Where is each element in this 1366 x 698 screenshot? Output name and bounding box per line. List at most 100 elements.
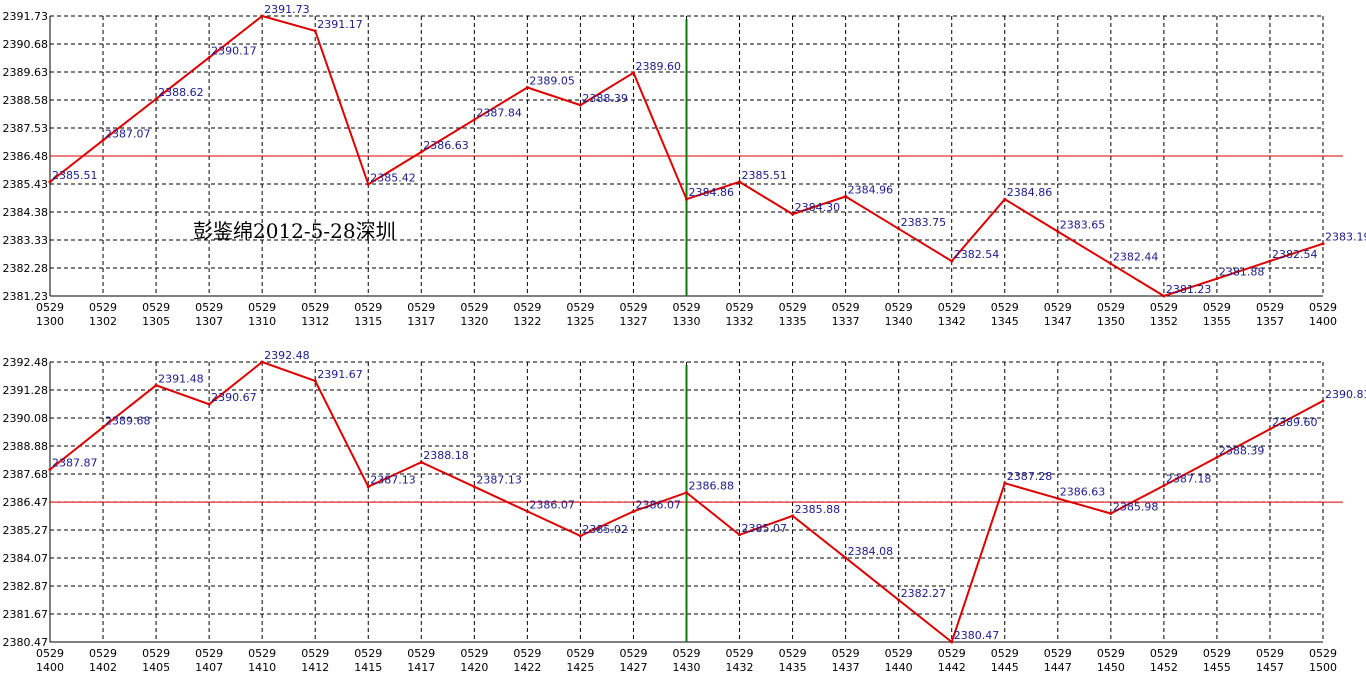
x-tick-label-date: 0529 xyxy=(1203,301,1231,314)
x-tick-label-date: 0529 xyxy=(1256,301,1284,314)
x-tick-label-time: 1500 xyxy=(1309,661,1337,674)
data-label: 2382.27 xyxy=(901,587,947,600)
chart-panel-bottom: 2380.472381.672382.872384.072385.272386.… xyxy=(3,349,1366,674)
x-tick-label-time: 1332 xyxy=(726,315,754,328)
data-label: 2385.88 xyxy=(795,503,841,516)
x-tick-label-date: 0529 xyxy=(1097,647,1125,660)
x-tick-label-date: 0529 xyxy=(726,647,754,660)
x-tick-label-date: 0529 xyxy=(407,647,435,660)
data-label: 2387.87 xyxy=(52,456,98,469)
x-tick-label-date: 0529 xyxy=(1309,647,1337,660)
data-label: 2387.28 xyxy=(1007,470,1053,483)
y-tick-label: 2390.68 xyxy=(3,38,49,51)
x-tick-label-time: 1325 xyxy=(566,315,594,328)
y-tick-label: 2385.43 xyxy=(3,178,49,191)
x-tick-label-date: 0529 xyxy=(1044,647,1072,660)
x-tick-label-time: 1420 xyxy=(460,661,488,674)
y-tick-label: 2382.28 xyxy=(3,262,49,275)
y-tick-label: 2383.33 xyxy=(3,234,49,247)
x-tick-label-time: 1412 xyxy=(301,661,329,674)
x-tick-label-time: 1442 xyxy=(938,661,966,674)
data-label: 2387.13 xyxy=(476,474,522,487)
x-tick-label-time: 1315 xyxy=(354,315,382,328)
x-tick-label-date: 0529 xyxy=(1097,301,1125,314)
x-tick-label-date: 0529 xyxy=(673,647,701,660)
data-label: 2387.84 xyxy=(476,107,522,120)
x-tick-label-date: 0529 xyxy=(619,647,647,660)
y-tick-label: 2381.67 xyxy=(3,608,49,621)
y-tick-label: 2391.28 xyxy=(3,384,49,397)
x-tick-label-date: 0529 xyxy=(566,301,594,314)
chart-annotation: 彭鉴绵2012-5-28深圳 xyxy=(193,219,396,243)
x-tick-label-date: 0529 xyxy=(89,647,117,660)
y-tick-label: 2387.53 xyxy=(3,122,49,135)
y-tick-label: 2382.87 xyxy=(3,580,49,593)
data-label: 2389.68 xyxy=(105,414,150,427)
y-tick-label: 2391.73 xyxy=(3,10,49,23)
x-tick-label-time: 1302 xyxy=(89,315,117,328)
data-label: 2390.67 xyxy=(211,391,257,404)
data-label: 2384.08 xyxy=(848,545,894,558)
x-tick-label-time: 1430 xyxy=(673,661,701,674)
x-tick-label-time: 1330 xyxy=(673,315,701,328)
y-tick-label: 2392.48 xyxy=(3,356,49,369)
data-label: 2386.07 xyxy=(529,498,575,511)
data-label: 2385.51 xyxy=(742,169,788,182)
x-tick-label-date: 0529 xyxy=(513,301,541,314)
data-label: 2388.39 xyxy=(582,92,628,105)
x-tick-label-time: 1312 xyxy=(301,315,329,328)
data-label: 2386.63 xyxy=(423,139,469,152)
x-tick-label-time: 1355 xyxy=(1203,315,1231,328)
y-tick-label: 2386.47 xyxy=(3,496,49,509)
x-tick-label-time: 1322 xyxy=(513,315,541,328)
x-tick-label-time: 1422 xyxy=(513,661,541,674)
data-label: 2388.39 xyxy=(1219,444,1265,457)
data-label: 2388.18 xyxy=(423,449,469,462)
x-tick-label-date: 0529 xyxy=(726,301,754,314)
y-tick-label: 2387.68 xyxy=(3,468,49,481)
data-label: 2386.07 xyxy=(635,498,681,511)
x-tick-label-date: 0529 xyxy=(513,647,541,660)
data-label: 2391.73 xyxy=(264,3,310,16)
x-tick-label-date: 0529 xyxy=(1044,301,1072,314)
y-tick-label: 2385.27 xyxy=(3,524,49,537)
x-tick-label-date: 0529 xyxy=(354,301,382,314)
x-tick-label-time: 1300 xyxy=(36,315,64,328)
x-tick-label-time: 1327 xyxy=(619,315,647,328)
x-tick-label-time: 1342 xyxy=(938,315,966,328)
x-tick-label-date: 0529 xyxy=(566,647,594,660)
x-tick-label-time: 1317 xyxy=(407,315,435,328)
x-tick-label-time: 1417 xyxy=(407,661,435,674)
x-tick-label-time: 1455 xyxy=(1203,661,1231,674)
data-label: 2385.51 xyxy=(52,169,98,182)
x-tick-label-date: 0529 xyxy=(195,647,223,660)
data-label: 2390.17 xyxy=(211,45,257,58)
x-tick-label-date: 0529 xyxy=(1256,647,1284,660)
x-tick-label-time: 1450 xyxy=(1097,661,1125,674)
x-tick-label-date: 0529 xyxy=(991,301,1019,314)
data-label: 2389.60 xyxy=(1272,416,1318,429)
x-tick-label-date: 0529 xyxy=(142,301,170,314)
data-label: 2383.65 xyxy=(1060,218,1106,231)
x-tick-label-date: 0529 xyxy=(460,301,488,314)
x-tick-label-time: 1340 xyxy=(885,315,913,328)
data-label: 2386.63 xyxy=(1060,485,1106,498)
x-tick-label-time: 1415 xyxy=(354,661,382,674)
data-label: 2382.54 xyxy=(1272,248,1318,261)
x-tick-label-date: 0529 xyxy=(673,301,701,314)
x-tick-label-time: 1410 xyxy=(248,661,276,674)
data-label: 2388.62 xyxy=(158,86,204,99)
data-label: 2382.54 xyxy=(954,248,1000,261)
y-tick-label: 2384.38 xyxy=(3,206,49,219)
x-tick-label-time: 1435 xyxy=(779,661,807,674)
data-label: 2384.96 xyxy=(848,184,894,197)
x-tick-label-date: 0529 xyxy=(991,647,1019,660)
x-tick-label-time: 1457 xyxy=(1256,661,1284,674)
x-tick-label-time: 1452 xyxy=(1150,661,1178,674)
x-tick-label-time: 1445 xyxy=(991,661,1019,674)
x-tick-label-date: 0529 xyxy=(142,647,170,660)
data-label: 2380.47 xyxy=(954,629,1000,642)
x-tick-label-time: 1320 xyxy=(460,315,488,328)
data-label: 2387.18 xyxy=(1166,473,1212,486)
